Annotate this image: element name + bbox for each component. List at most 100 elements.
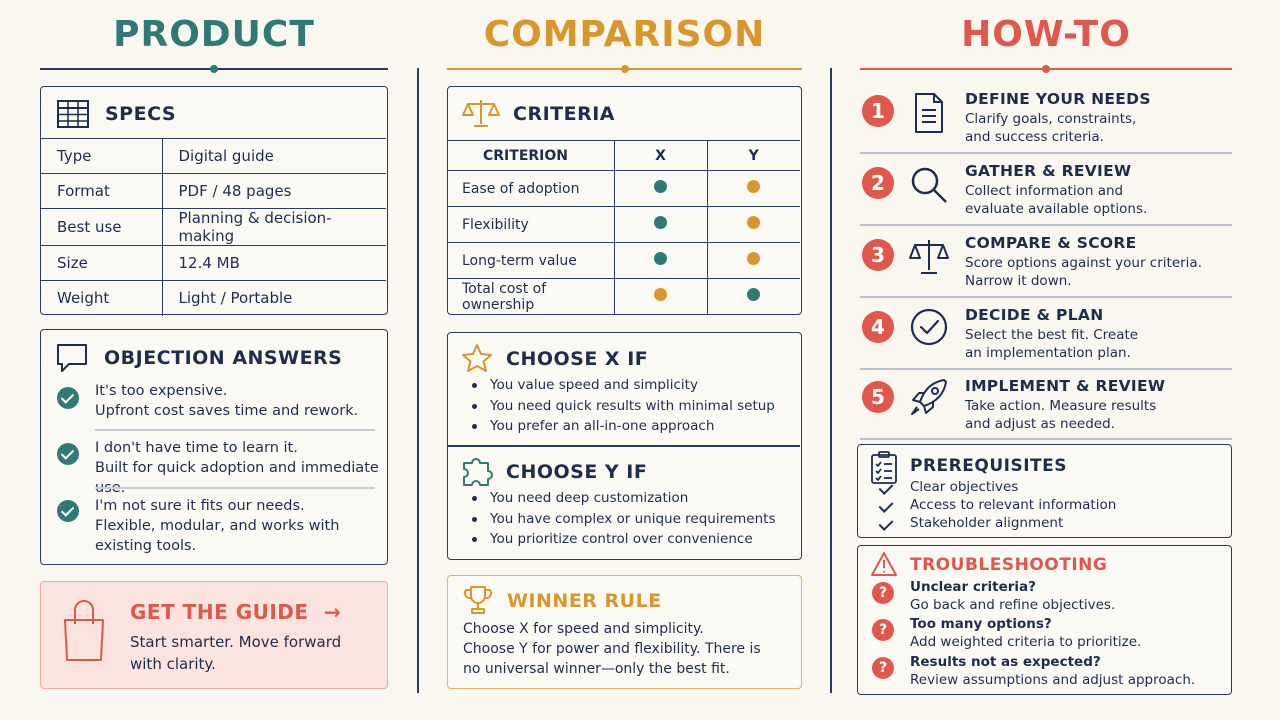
objections-title: OBJECTION ANSWERS xyxy=(104,347,343,369)
step-desc-line: and success criteria. xyxy=(965,129,1104,145)
clipboard-checklist-icon xyxy=(871,451,897,484)
table-row: Total cost of ownership xyxy=(448,278,800,315)
trouble-item: Results not as expected? Review assumpti… xyxy=(910,653,1195,689)
objection-answer: Flexible, modular, and works with xyxy=(95,518,340,534)
spec-value: PDF / 48 pages xyxy=(162,173,386,209)
scales-icon xyxy=(462,100,500,127)
list-item: Stakeholder alignment xyxy=(910,515,1064,531)
table-row: Weight Light / Portable xyxy=(41,280,386,316)
troubleshooting-title: TROUBLESHOOTING xyxy=(910,555,1108,575)
list-item: You need quick results with minimal setu… xyxy=(470,396,775,417)
step-desc-line: evaluate available options. xyxy=(965,201,1148,217)
get-guide-title: GET THE GUIDE → xyxy=(130,600,341,624)
winner-text: Choose X for speed and simplicity. Choos… xyxy=(463,619,761,679)
step-desc-line: Take action. Measure results xyxy=(965,398,1157,414)
winner-line: no universal winner—only the best fit. xyxy=(463,661,730,677)
get-guide-button[interactable]: GET THE GUIDE → Start smarter. Move forw… xyxy=(40,581,388,689)
divider xyxy=(860,296,1232,298)
rating-dot-y xyxy=(747,288,761,302)
choose-x-title: CHOOSE X IF xyxy=(506,348,649,370)
column-separator-left xyxy=(417,68,419,693)
objection-answer-cont: existing tools. xyxy=(95,538,197,554)
specs-title: SPECS xyxy=(105,103,177,125)
step-description: Select the best fit. Create an implement… xyxy=(965,326,1138,362)
rating-dot-y xyxy=(747,180,761,193)
check-circle-icon xyxy=(910,308,948,346)
step-number-badge: 1 xyxy=(862,95,894,127)
trouble-answer: Add weighted criteria to prioritize. xyxy=(910,634,1142,650)
objection-answer: Built for quick adoption and immediate u… xyxy=(95,460,379,496)
step-number-badge: 4 xyxy=(862,311,894,343)
rating-cell xyxy=(614,170,708,207)
trophy-icon xyxy=(463,586,493,614)
criteria-table: CRITERION X Y Ease of adoption Flexibili… xyxy=(448,140,800,315)
step-desc-line: Select the best fit. Create xyxy=(965,327,1139,343)
table-row: Ease of adoption xyxy=(448,170,800,207)
get-guide-text: Start smarter. Move forward with clarity… xyxy=(130,631,341,675)
step-desc-line: Narrow it down. xyxy=(965,273,1072,289)
step-description: Clarify goals, constraints, and success … xyxy=(965,110,1136,146)
step-number-badge: 5 xyxy=(862,381,894,413)
arrow-right-icon: → xyxy=(324,600,342,624)
choose-y-title: CHOOSE Y IF xyxy=(506,461,648,483)
objection-text: It's too expensive. xyxy=(95,383,228,399)
criteria-panel: CRITERIA CRITERION X Y Ease of adoption … xyxy=(447,86,802,315)
product-column-title: PRODUCT xyxy=(113,14,315,55)
table-row: Long-term value xyxy=(448,242,800,279)
rating-cell xyxy=(707,206,800,243)
objection-item: I don't have time to learn it. Built for… xyxy=(95,438,387,498)
list-item: You have complex or unique requirements xyxy=(470,509,776,530)
specs-table: Type Digital guide Format PDF / 48 pages B… xyxy=(41,138,386,316)
divider xyxy=(448,445,800,447)
objection-text: I'm not sure it fits our needs. xyxy=(95,498,305,514)
step-title: DEFINE YOUR NEEDS xyxy=(965,90,1151,108)
objection-item: It's too expensive. Upfront cost saves t… xyxy=(95,381,358,421)
objection-answer: Upfront cost saves time and rework. xyxy=(95,403,359,419)
step-description: Score options against your criteria. Nar… xyxy=(965,254,1202,290)
rating-cell xyxy=(614,206,708,243)
spec-key: Size xyxy=(41,245,163,281)
trouble-answer: Go back and refine objectives. xyxy=(910,597,1116,613)
criterion-label: Ease of adoption xyxy=(448,170,615,207)
troubleshooting-panel: TROUBLESHOOTING xyxy=(857,545,1232,695)
check-circle-icon xyxy=(57,387,79,409)
step-description: Take action. Measure results and adjust … xyxy=(965,397,1156,433)
criterion-label: Flexibility xyxy=(448,206,615,243)
trouble-question: Too many options? xyxy=(910,616,1052,632)
trouble-question: Unclear criteria? xyxy=(910,579,1036,595)
column-separator-right xyxy=(830,68,832,693)
table-header-row: CRITERION X Y xyxy=(448,140,800,171)
rating-cell xyxy=(614,278,708,315)
trouble-item: Unclear criteria? Go back and refine obj… xyxy=(910,578,1115,614)
winner-line: Choose Y for power and flexibility. Ther… xyxy=(463,641,761,657)
table-grid-icon xyxy=(57,100,89,128)
spec-value: 12.4 MB xyxy=(162,245,386,281)
step-desc-line: Collect information and xyxy=(965,183,1124,199)
question-mark-icon: ? xyxy=(872,582,894,604)
rating-cell xyxy=(707,170,800,207)
step-title: GATHER & REVIEW xyxy=(965,162,1132,180)
column-header: X xyxy=(614,140,708,171)
step-desc-line: an implementation plan. xyxy=(965,345,1131,361)
trouble-question: Results not as expected? xyxy=(910,654,1101,670)
table-row: Size 12.4 MB xyxy=(41,245,386,281)
document-icon xyxy=(915,93,943,133)
choose-y-list: You need deep customization You have com… xyxy=(470,488,776,550)
list-item: You need deep customization xyxy=(470,488,776,509)
spec-key: Format xyxy=(41,173,163,209)
check-circle-icon xyxy=(57,443,79,465)
divider xyxy=(860,368,1232,370)
divider xyxy=(860,152,1232,154)
rating-cell xyxy=(707,242,800,279)
step-desc-line: and adjust as needed. xyxy=(965,416,1115,432)
spec-key: Type xyxy=(41,138,163,174)
get-guide-line: with clarity. xyxy=(130,655,216,673)
criteria-title: CRITERIA xyxy=(513,103,615,125)
question-mark-icon: ? xyxy=(872,657,894,679)
product-title-rule xyxy=(40,65,388,73)
spec-key: Best use xyxy=(41,208,163,246)
spec-value: Planning & decision-making xyxy=(162,208,386,246)
list-item: Clear objectives xyxy=(910,479,1019,495)
shopping-bag-icon xyxy=(64,600,104,661)
divider xyxy=(860,224,1232,226)
